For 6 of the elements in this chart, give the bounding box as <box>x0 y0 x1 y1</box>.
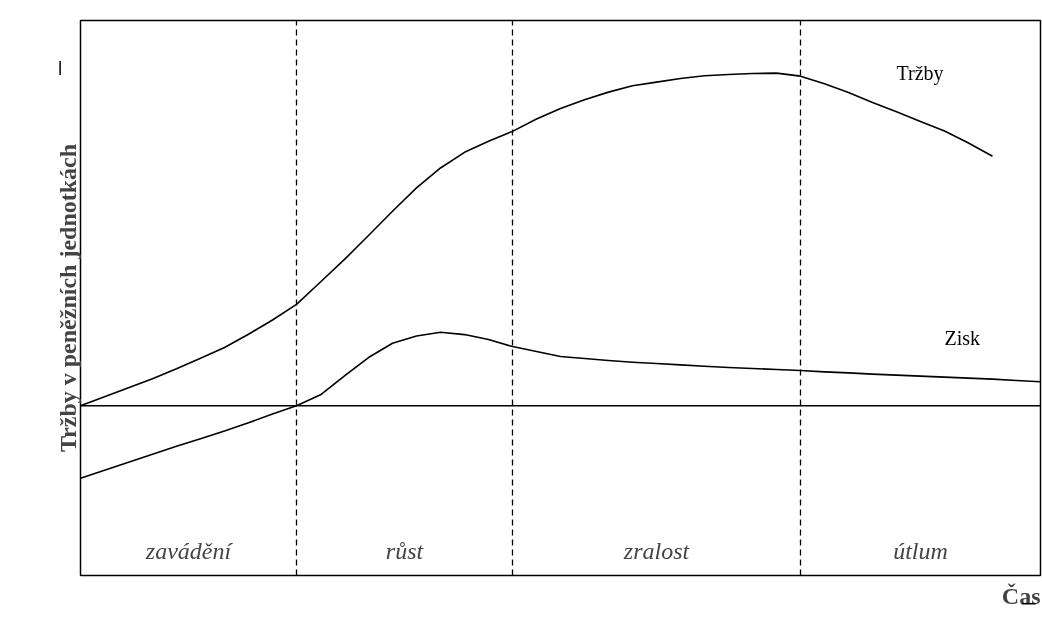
text: zavádění <box>144 537 234 564</box>
text: útlum <box>893 537 948 564</box>
text: zralost <box>622 537 691 564</box>
text: růst <box>385 537 425 564</box>
series-label: Zisk <box>944 327 981 350</box>
series-label: Tržby <box>896 61 944 85</box>
